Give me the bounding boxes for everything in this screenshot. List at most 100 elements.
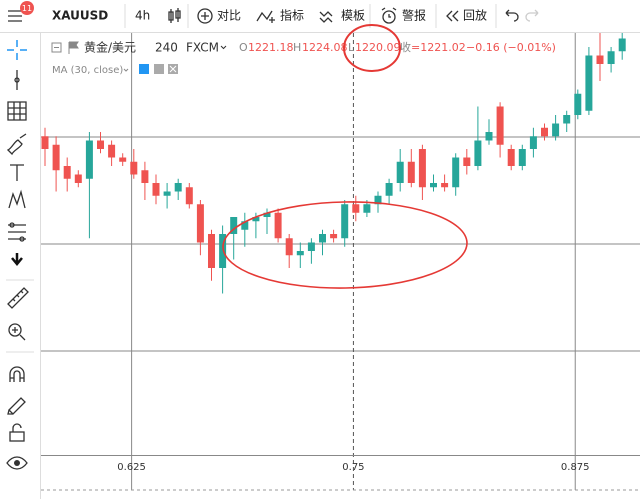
undo-button[interactable]: [505, 9, 519, 22]
arrow-tool[interactable]: [11, 253, 23, 266]
candle-body: [341, 204, 349, 239]
brush-tool[interactable]: [6, 133, 27, 156]
chevron: [220, 45, 227, 50]
candle-body: [463, 157, 471, 166]
crosshair-tool[interactable]: [7, 40, 27, 60]
legend-interval: 240: [155, 41, 178, 55]
replay-label[interactable]: 回放: [463, 8, 487, 23]
compare-button[interactable]: [197, 8, 213, 24]
badge: [20, 1, 34, 15]
lock-tool[interactable]: [9, 423, 25, 442]
candle-body: [441, 183, 449, 188]
x-tick-label: 0.75: [342, 462, 364, 473]
highlight-ellipse: [222, 201, 468, 289]
candle-body: [430, 183, 437, 188]
remove-cross: [169, 65, 177, 73]
candle-body: [307, 242, 315, 251]
alert-label[interactable]: 警报: [402, 8, 426, 23]
trend-tool[interactable]: [14, 70, 20, 90]
fib-tool[interactable]: [8, 222, 26, 242]
candle-body: [85, 140, 93, 179]
collapse-icon[interactable]: [51, 42, 62, 53]
zoom-tool[interactable]: [8, 323, 26, 341]
close-value: =1221.02: [411, 41, 466, 54]
candle-body: [319, 234, 326, 243]
candle-body: [219, 234, 227, 268]
close-label: 收: [400, 40, 411, 54]
symbol-name: 黄金/美元: [84, 40, 136, 55]
candle-body: [563, 115, 571, 124]
xabcd-tool[interactable]: [8, 189, 26, 209]
settings-icon[interactable]: [154, 64, 164, 74]
badge-count: 11: [22, 4, 32, 13]
magnet-tool[interactable]: [9, 366, 25, 382]
candle-body: [529, 136, 537, 149]
high-value: 1224.08: [302, 41, 348, 54]
candle-body: [596, 55, 604, 64]
candle-body: [285, 238, 293, 256]
alert-button[interactable]: [381, 7, 397, 24]
low-value: 1220.09: [355, 41, 401, 54]
chart-style-button[interactable]: [168, 8, 181, 23]
indicator-name: MA (30, close): [52, 65, 123, 76]
candle-body: [108, 144, 116, 158]
template-button[interactable]: [319, 11, 333, 23]
menu-button[interactable]: [8, 10, 22, 22]
redo-button[interactable]: [525, 9, 539, 22]
replay-button[interactable]: [446, 10, 459, 22]
high-label: H: [293, 41, 301, 54]
low-label: L: [348, 41, 355, 54]
candle-body: [241, 221, 249, 230]
candle-body: [574, 93, 582, 115]
candle-body: [418, 149, 426, 188]
ruler-tool[interactable]: [7, 287, 29, 309]
legend: 黄金/美元 240 FXCM O 1221.18 H 1224.08 L 122…: [51, 40, 556, 76]
candle-body: [374, 195, 382, 205]
candle-body: [296, 251, 304, 256]
candle-body: [41, 136, 49, 149]
candle-body: [141, 170, 149, 183]
candle-body: [274, 212, 282, 239]
flag-icon: [68, 41, 79, 54]
indicator-label[interactable]: 指标: [280, 8, 304, 23]
indicator-button[interactable]: [256, 10, 275, 23]
candle-body: [474, 140, 482, 166]
candle-body: [174, 183, 182, 192]
candle-body: [330, 234, 338, 239]
candle-body: [97, 140, 104, 149]
pattern-tool[interactable]: [7, 101, 27, 121]
text-tool[interactable]: [10, 164, 24, 181]
interval[interactable]: 4h: [135, 9, 150, 23]
candle-body: [230, 217, 238, 234]
candle-body: [208, 234, 215, 268]
candle-body: [452, 157, 460, 188]
plot-area: 0.625 0.75 0.875: [41, 30, 640, 490]
template-label[interactable]: 模板: [341, 9, 365, 23]
open-value: 1221.18: [248, 41, 294, 54]
legend-source[interactable]: FXCM: [186, 41, 219, 55]
candle-body: [263, 212, 271, 217]
candle-body: [52, 144, 60, 171]
candle-body: [507, 149, 515, 166]
visibility-tool[interactable]: [6, 456, 28, 470]
eye-icon[interactable]: [139, 64, 149, 74]
highlight-circle: [343, 24, 401, 72]
open-label: O: [239, 41, 248, 54]
candle-body: [385, 183, 393, 196]
symbol[interactable]: XAUUSD: [52, 9, 108, 23]
compare-label[interactable]: 对比: [217, 9, 241, 23]
chevron: [123, 68, 129, 72]
lock-draw-tool[interactable]: [7, 397, 26, 415]
candle-body: [618, 38, 626, 52]
candle-body: [130, 161, 138, 175]
change-value: −0.16 (−0.01%): [466, 41, 556, 54]
candle-body: [541, 127, 548, 137]
candle-body: [119, 157, 127, 162]
candle-body: [607, 51, 615, 64]
candle-body: [363, 204, 371, 213]
candle-body: [518, 149, 526, 166]
candle-body: [74, 174, 82, 183]
candle-body: [352, 204, 360, 213]
